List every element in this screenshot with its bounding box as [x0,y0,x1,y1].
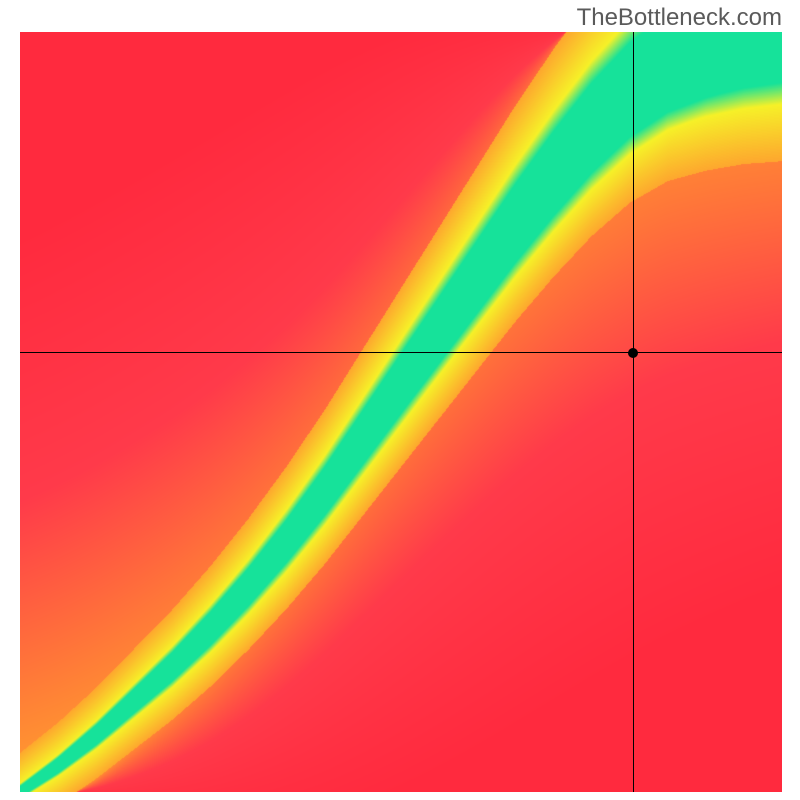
marker-crosshair-horizontal [20,352,782,353]
marker-crosshair-vertical [633,32,634,792]
bottleneck-heatmap [20,32,782,792]
watermark-text: TheBottleneck.com [577,4,782,32]
chart-container: { "chart": { "type": "heatmap", "canvas_… [0,0,800,800]
